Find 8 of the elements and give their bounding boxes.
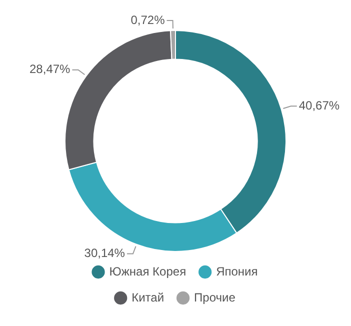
data-label: 28,47% [30,62,71,76]
legend-label: Япония [216,264,258,278]
data-label: 0,72% [130,12,166,27]
legend-label: Южная Корея [109,264,186,278]
legend-label: Прочие [194,290,236,304]
data-label: 40,67% [298,98,340,112]
legend-label: Китай [132,290,164,304]
data-label: 30,14% [84,246,126,260]
